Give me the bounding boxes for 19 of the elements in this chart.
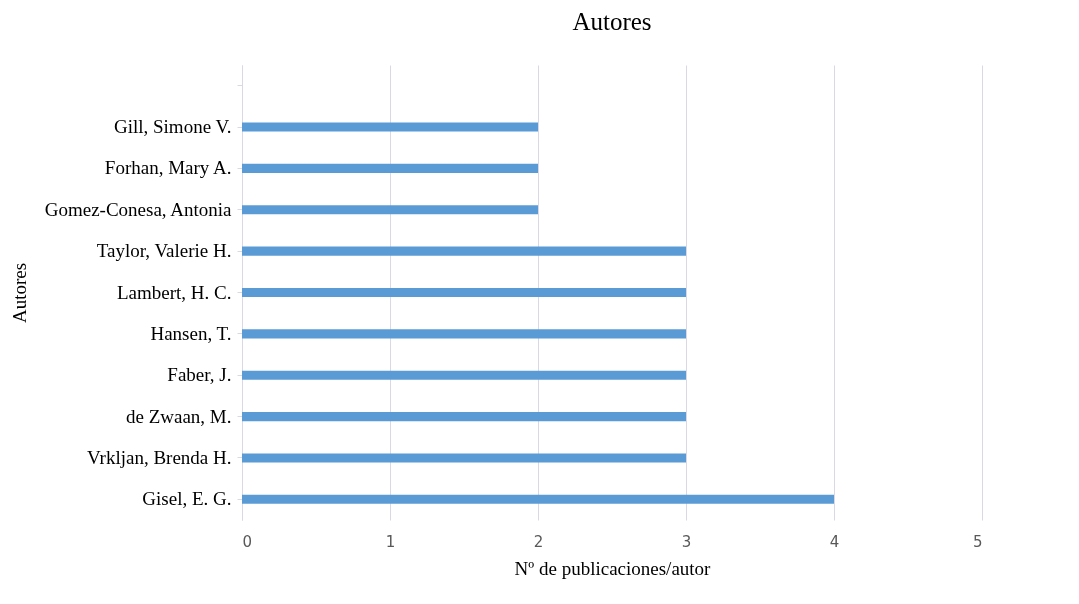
y-tick-label: Gomez-Conesa, Antonia <box>44 198 233 220</box>
x-tick-label: 3 <box>681 532 692 551</box>
x-tick-label: 0 <box>242 532 253 551</box>
x-axis-title: Nº de publicaciones/autor <box>514 557 712 579</box>
x-tick-label: 2 <box>533 532 544 551</box>
y-tick-label: Forhan, Mary A. <box>104 157 232 179</box>
y-tick-label: Vrkljan, Brenda H. <box>87 446 232 468</box>
y-tick-label: Gisel, E. G. <box>142 488 232 510</box>
x-tick-label: 4 <box>829 532 840 551</box>
y-tick-label: Hansen, T. <box>150 322 232 344</box>
y-tick-label: Lambert, H. C. <box>116 281 232 303</box>
chart-title: Autores <box>572 8 652 35</box>
y-tick-label: Taylor, Valerie H. <box>96 240 232 262</box>
y-tick-label: Faber, J. <box>167 364 232 386</box>
y-tick-label: de Zwaan, M. <box>125 405 232 427</box>
x-tick-label: 1 <box>385 532 396 551</box>
y-tick-label: Gill, Simone V. <box>113 116 232 138</box>
y-axis-title: Autores <box>8 262 30 324</box>
x-tick-label: 5 <box>972 532 983 551</box>
